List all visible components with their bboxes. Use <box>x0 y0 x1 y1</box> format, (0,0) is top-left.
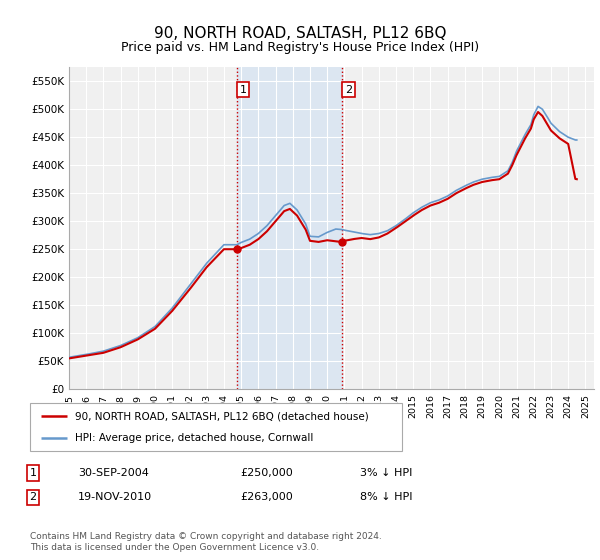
Text: £263,000: £263,000 <box>240 492 293 502</box>
Text: 19-NOV-2010: 19-NOV-2010 <box>78 492 152 502</box>
Text: £250,000: £250,000 <box>240 468 293 478</box>
Text: 2: 2 <box>29 492 37 502</box>
Text: 3% ↓ HPI: 3% ↓ HPI <box>360 468 412 478</box>
Bar <box>237 67 343 389</box>
Text: 90, NORTH ROAD, SALTASH, PL12 6BQ (detached house): 90, NORTH ROAD, SALTASH, PL12 6BQ (detac… <box>74 411 368 421</box>
Text: 90, NORTH ROAD, SALTASH, PL12 6BQ: 90, NORTH ROAD, SALTASH, PL12 6BQ <box>154 26 446 41</box>
Text: HPI: Average price, detached house, Cornwall: HPI: Average price, detached house, Corn… <box>74 433 313 443</box>
Text: 1: 1 <box>239 85 247 95</box>
Text: Price paid vs. HM Land Registry's House Price Index (HPI): Price paid vs. HM Land Registry's House … <box>121 41 479 54</box>
Text: Contains HM Land Registry data © Crown copyright and database right 2024.
This d: Contains HM Land Registry data © Crown c… <box>30 533 382 552</box>
Text: 30-SEP-2004: 30-SEP-2004 <box>78 468 149 478</box>
Text: 8% ↓ HPI: 8% ↓ HPI <box>360 492 413 502</box>
Text: 1: 1 <box>29 468 37 478</box>
Text: 2: 2 <box>345 85 352 95</box>
